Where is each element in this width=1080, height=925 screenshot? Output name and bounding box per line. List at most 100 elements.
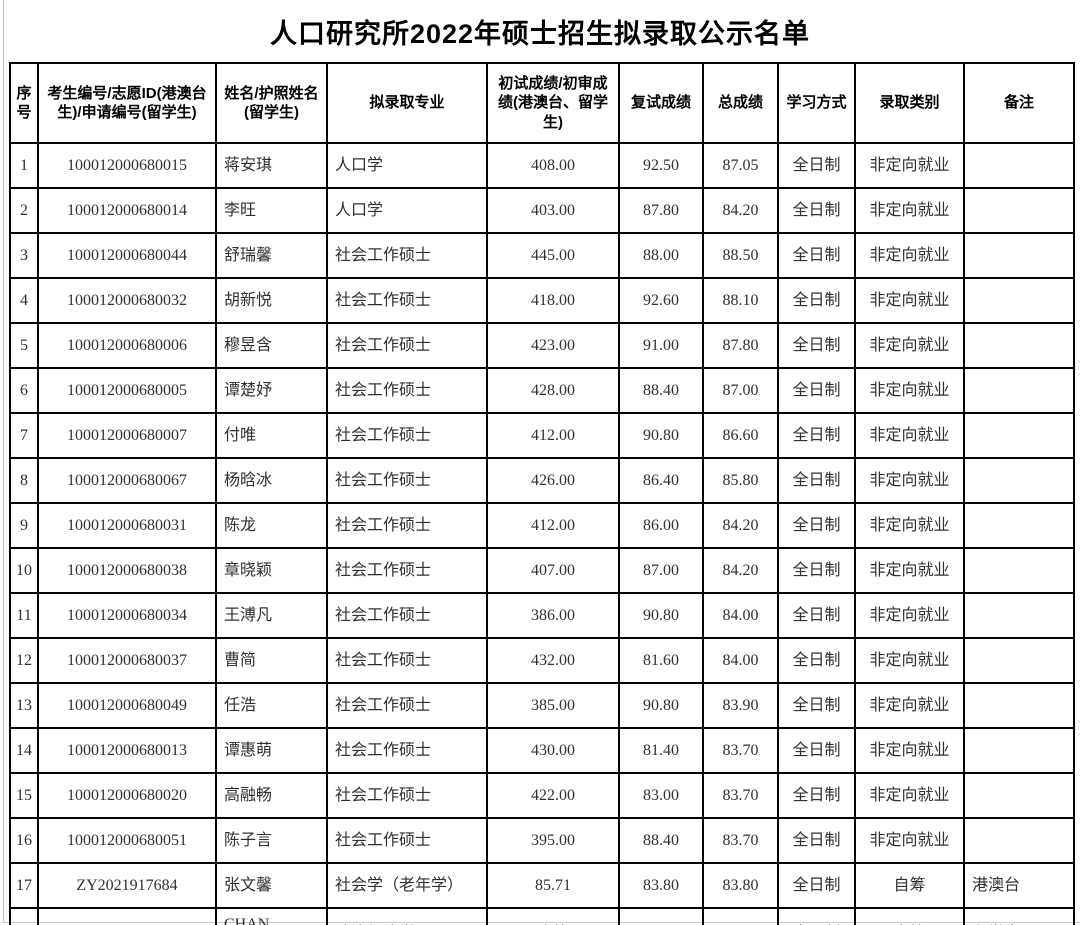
- cell-retest-score: 91.00: [618, 322, 704, 369]
- cell-seq: 8: [9, 457, 39, 504]
- cell-study-mode: 全日制: [777, 907, 856, 925]
- cell-admission-category: 自筹: [854, 907, 965, 925]
- header-total: 总成绩: [702, 62, 779, 144]
- cell-initial-score: 412.00: [486, 502, 620, 549]
- cell-major: 政治经济学: [326, 907, 488, 925]
- cell-retest-score: 87.80: [618, 187, 704, 234]
- cell-name: 李旺: [215, 187, 328, 234]
- cell-total-score: 83.80: [702, 862, 779, 909]
- cell-major: 社会工作硕士: [326, 277, 488, 324]
- cell-study-mode: 全日制: [777, 367, 856, 414]
- cell-study-mode: 全日制: [777, 412, 856, 459]
- cell-name: 高融畅: [215, 772, 328, 819]
- cell-note: [963, 367, 1075, 414]
- cell-major: 社会工作硕士: [326, 457, 488, 504]
- table-row: 12 100012000680037 曹简 社会工作硕士 432.00 81.60 84.0…: [9, 637, 1075, 684]
- cell-initial-score: 428.00: [486, 367, 620, 414]
- cell-name: 王溥凡: [215, 592, 328, 639]
- cell-total-score: 84.20: [702, 187, 779, 234]
- cell-retest-score: 81.60: [618, 637, 704, 684]
- cell-seq: 4: [9, 277, 39, 324]
- cell-initial-score: 395.00: [486, 817, 620, 864]
- cell-admission-category: 非定向就业: [854, 412, 965, 459]
- cell-name: 谭惠萌: [215, 727, 328, 774]
- cell-total-score: 86.60: [702, 412, 779, 459]
- cell-total-score: 87.05: [702, 142, 779, 189]
- cell-initial-score: 426.00: [486, 457, 620, 504]
- cell-seq: 18: [9, 907, 39, 925]
- cell-major: 社会工作硕士: [326, 682, 488, 729]
- cell-name: 章晓颖: [215, 547, 328, 594]
- cell-note: 留学生: [963, 907, 1075, 925]
- cell-total-score: 74.70: [702, 907, 779, 925]
- cell-retest-score: 92.50: [618, 142, 704, 189]
- cell-retest-score: 83.00: [618, 772, 704, 819]
- cell-admission-category: 非定向就业: [854, 367, 965, 414]
- cell-retest-score: 88.40: [618, 817, 704, 864]
- cell-id: 100012000680037: [37, 637, 217, 684]
- table-row: 10 100012000680038 章晓颖 社会工作硕士 407.00 87.00 84.…: [9, 547, 1075, 594]
- header-major: 拟录取专业: [326, 62, 488, 144]
- cell-initial-score: 386.00: [486, 592, 620, 639]
- cell-major: 社会工作硕士: [326, 772, 488, 819]
- cell-seq: 1: [9, 142, 39, 189]
- cell-id: 100012000680006: [37, 322, 217, 369]
- cell-major: 社会工作硕士: [326, 817, 488, 864]
- cell-seq: 9: [9, 502, 39, 549]
- table-row: 17 ZY2021917684 张文馨 社会学（老年学） 85.71 83.80 83.80…: [9, 862, 1075, 909]
- cell-seq: 7: [9, 412, 39, 459]
- cell-total-score: 84.20: [702, 547, 779, 594]
- cell-name: 任浩: [215, 682, 328, 729]
- cell-name: 张文馨: [215, 862, 328, 909]
- cell-total-score: 84.20: [702, 502, 779, 549]
- cell-total-score: 88.50: [702, 232, 779, 279]
- header-seq: 序号: [9, 62, 39, 144]
- table-row: 182022040370CHAN, CHIYING政治经济学合格74.7074.…: [9, 907, 1075, 925]
- cell-seq: 11: [9, 592, 39, 639]
- cell-note: [963, 187, 1075, 234]
- cell-initial-score: 430.00: [486, 727, 620, 774]
- cell-name: 陈子言: [215, 817, 328, 864]
- table-row: 11 100012000680034 王溥凡 社会工作硕士 386.00 90.80 84.…: [9, 592, 1075, 639]
- table-row: 14 100012000680013 谭惠萌 社会工作硕士 430.00 81.40 83.…: [9, 727, 1075, 774]
- table-body: 1 100012000680015 蒋安琪 人口学 408.00 92.50 87.05 全日…: [9, 142, 1075, 925]
- cell-seq: 5: [9, 322, 39, 369]
- cell-study-mode: 全日制: [777, 727, 856, 774]
- cell-total-score: 87.80: [702, 322, 779, 369]
- cell-study-mode: 全日制: [777, 277, 856, 324]
- cell-retest-score: 87.00: [618, 547, 704, 594]
- cell-id: 100012000680032: [37, 277, 217, 324]
- table-row: 8 100012000680067 杨晗冰 社会工作硕士 426.00 86.40 85.8…: [9, 457, 1075, 504]
- cell-id: 100012000680067: [37, 457, 217, 504]
- cell-seq: 12: [9, 637, 39, 684]
- cell-note: [963, 502, 1075, 549]
- table-row: 5 100012000680006 穆昱含 社会工作硕士 423.00 91.00 87.8…: [9, 322, 1075, 369]
- table-row: 16 100012000680051 陈子言 社会工作硕士 395.00 88.40 83.…: [9, 817, 1075, 864]
- page-title: 人口研究所2022年硕士招生拟录取公示名单: [269, 19, 811, 49]
- cell-id: 100012000680013: [37, 727, 217, 774]
- cell-study-mode: 全日制: [777, 232, 856, 279]
- cell-name: 谭楚妤: [215, 367, 328, 414]
- admission-table: 序号 考生编号/志愿ID(港澳台生)/申请编号(留学生) 姓名/护照姓名(留学生…: [9, 62, 1075, 925]
- cell-id: 100012000680020: [37, 772, 217, 819]
- cell-retest-score: 86.40: [618, 457, 704, 504]
- cell-admission-category: 非定向就业: [854, 592, 965, 639]
- cell-retest-score: 81.40: [618, 727, 704, 774]
- cell-note: [963, 637, 1075, 684]
- cell-retest-score: 83.80: [618, 862, 704, 909]
- cell-note: [963, 547, 1075, 594]
- cell-name: CHAN, CHIYING: [215, 907, 328, 925]
- cell-name: 付唯: [215, 412, 328, 459]
- cell-study-mode: 全日制: [777, 547, 856, 594]
- cell-name: 曹简: [215, 637, 328, 684]
- cell-retest-score: 90.80: [618, 412, 704, 459]
- table-row: 13 100012000680049 任浩 社会工作硕士 385.00 90.80 83.9…: [9, 682, 1075, 729]
- header-category: 录取类别: [854, 62, 965, 144]
- cell-major: 人口学: [326, 142, 488, 189]
- cell-total-score: 83.70: [702, 727, 779, 774]
- cell-seq: 2: [9, 187, 39, 234]
- cell-note: 港澳台: [963, 862, 1075, 909]
- cell-major: 社会工作硕士: [326, 322, 488, 369]
- cell-initial-score: 85.71: [486, 862, 620, 909]
- cell-major: 社会工作硕士: [326, 637, 488, 684]
